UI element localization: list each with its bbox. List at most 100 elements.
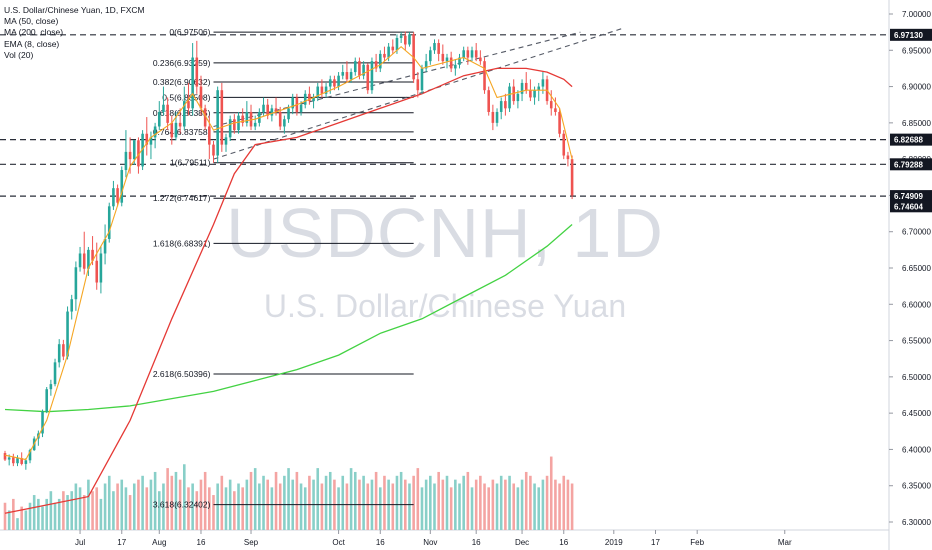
candle-body: [124, 151, 128, 171]
candle-body: [66, 311, 69, 357]
candle-body: [408, 34, 411, 45]
x-tick-label: 2019: [605, 538, 623, 547]
candle-body: [203, 108, 207, 127]
candle-body: [57, 344, 61, 363]
candle-body: [491, 111, 495, 123]
volume-bar: [483, 483, 486, 530]
indicator-volume-label[interactable]: Vol (20): [4, 49, 34, 60]
y-tick-label: 6.45000: [902, 409, 931, 418]
volume-bar: [287, 468, 290, 530]
x-tick-label: Dec: [515, 538, 529, 547]
volume-bar: [212, 495, 215, 530]
candle-body: [41, 411, 44, 434]
volume-bar: [449, 487, 453, 530]
volume-bar: [504, 479, 507, 530]
volume-bar: [208, 487, 211, 530]
volume-bar: [107, 475, 111, 530]
volume-bar: [45, 498, 48, 530]
x-tick-label: 16: [559, 538, 568, 547]
candle-body: [16, 458, 19, 464]
candle-body: [199, 86, 203, 109]
candle-body: [562, 133, 566, 156]
fib-level-label: 3.618(6.32402): [153, 500, 211, 510]
volume-bar: [3, 502, 7, 530]
volume-bar: [37, 498, 40, 530]
candle-body: [291, 97, 295, 109]
candle-body: [383, 53, 386, 58]
candle-body: [120, 170, 124, 203]
price-badge-label: 6.74909: [894, 192, 923, 201]
candle-body: [28, 450, 32, 461]
volume-bar: [541, 479, 545, 530]
volume-bar: [178, 479, 182, 530]
volume-bar: [191, 483, 194, 530]
y-tick-label: 6.35000: [902, 482, 931, 491]
volume-bar: [199, 479, 203, 530]
volume-bar: [295, 471, 299, 530]
y-tick-label: 6.55000: [902, 337, 931, 346]
volume-bar: [487, 487, 490, 530]
volume-bar: [566, 479, 570, 530]
candle-body: [91, 249, 94, 261]
candle-body: [533, 90, 536, 98]
volume-bar: [24, 510, 28, 530]
candle-body: [128, 151, 132, 160]
candle-body: [216, 90, 219, 156]
candle-body: [570, 159, 574, 196]
volume-bar: [70, 491, 74, 530]
candle-body: [499, 101, 503, 112]
candle-body: [274, 108, 278, 112]
x-tick-label: 16: [472, 538, 481, 547]
candle-body: [508, 86, 511, 109]
volume-bar: [32, 495, 36, 530]
fib-level-label: 2.618(6.50396): [153, 369, 211, 379]
chart-title[interactable]: U.S. Dollar/Chinese Yuan, 1D, FXCM: [4, 5, 145, 15]
volume-bar: [195, 491, 199, 530]
y-tick-label: 6.90000: [902, 83, 931, 92]
candle-body: [466, 50, 470, 58]
volume-bar: [203, 471, 207, 530]
candle-body: [341, 72, 345, 76]
candle-body: [416, 79, 420, 91]
candle-body: [174, 122, 178, 138]
x-tick-label: 16: [197, 538, 206, 547]
volume-bar: [345, 483, 349, 530]
volume-bar: [512, 483, 516, 530]
candle-body: [162, 104, 165, 112]
volume-bar: [299, 483, 303, 530]
candle-body: [20, 458, 23, 464]
candle-body: [333, 79, 336, 87]
volume-bar: [170, 475, 174, 530]
candle-body: [24, 460, 28, 464]
volume-bar: [353, 471, 357, 530]
volume-bar: [220, 475, 224, 530]
indicator-ma200-label[interactable]: MA (200, close): [4, 27, 64, 38]
candle-body: [299, 104, 303, 112]
candle-body: [433, 43, 436, 51]
volume-bar: [533, 483, 536, 530]
candle-body: [516, 93, 520, 102]
candle-body: [183, 101, 186, 127]
candle-body: [458, 57, 461, 65]
candle-body: [170, 122, 174, 138]
volume-bar: [454, 479, 457, 530]
y-tick-label: 6.40000: [902, 445, 931, 454]
candle-body: [345, 72, 349, 80]
candle-body: [445, 57, 449, 62]
fib-level-label: 0.236(6.93259): [153, 58, 211, 68]
volume-bar: [16, 518, 19, 530]
volume-bar: [20, 506, 23, 530]
x-tick-label: 17: [651, 538, 660, 547]
candle-body: [166, 104, 169, 123]
candle-body: [153, 126, 157, 138]
ma50-line: [4, 67, 573, 514]
volume-bar: [216, 483, 219, 530]
indicator-ma50-label[interactable]: MA (50, close): [4, 16, 59, 27]
volume-bar: [112, 491, 115, 530]
indicator-ema8-label[interactable]: EMA (8, close): [4, 38, 60, 49]
candle-body: [103, 238, 107, 254]
candle-body: [349, 72, 353, 80]
candle-body: [212, 144, 215, 156]
candle-body: [112, 188, 115, 207]
